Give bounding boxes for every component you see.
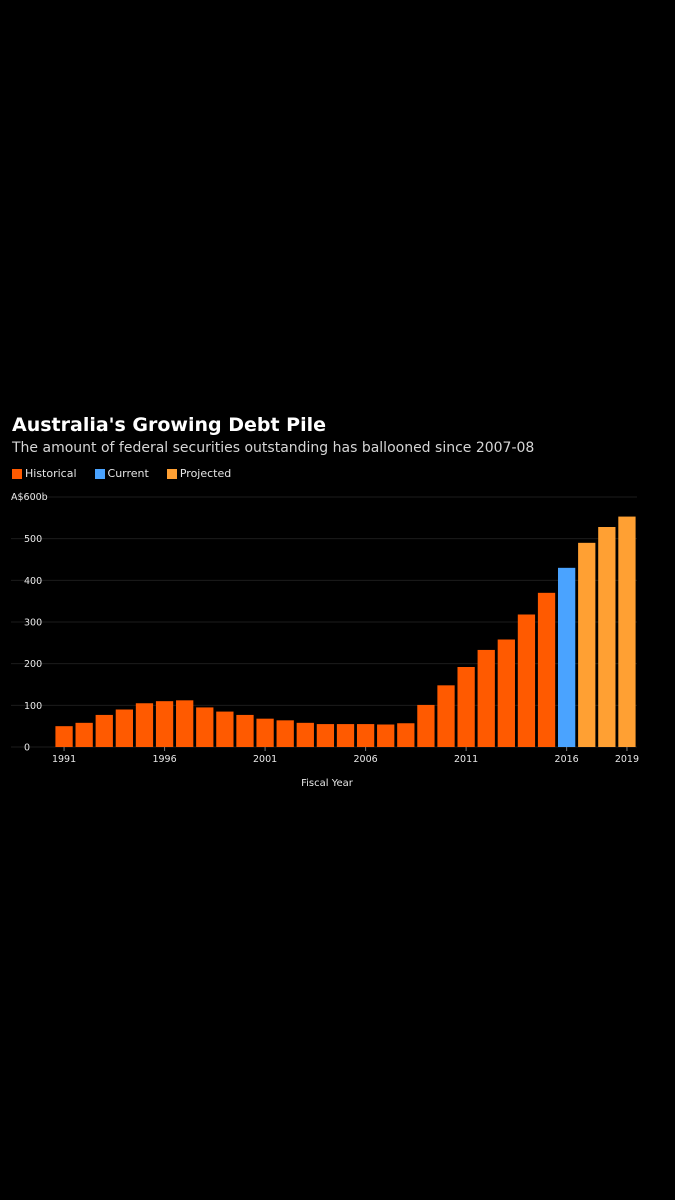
legend-swatch-historical (12, 468, 22, 479)
legend-item-current: Current (94, 467, 149, 480)
x-tick-label: 2006 (354, 754, 378, 765)
bar-2008 (397, 723, 415, 747)
bar-2007 (377, 724, 395, 747)
legend-swatch-projected (166, 468, 177, 479)
bar-1997 (176, 700, 194, 747)
legend-label-projected: Projected (179, 467, 232, 480)
legend: Historical Current Projected (12, 467, 231, 480)
bar-2004 (316, 724, 335, 747)
bar-2002 (276, 720, 294, 747)
chart-subtitle: The amount of federal securities outstan… (12, 440, 535, 456)
bar-1999 (216, 711, 234, 747)
bar-2012 (477, 649, 495, 747)
bar-2010 (437, 685, 455, 747)
chart-title: Australia's Growing Debt Pile (12, 414, 327, 436)
y-tick-label: 100 (24, 701, 42, 712)
bar-2001 (256, 718, 274, 747)
y-tick-label: 400 (24, 576, 42, 587)
x-tick-label: 2016 (555, 754, 579, 765)
bar-2003 (296, 722, 314, 747)
x-tick-label: 2011 (454, 754, 478, 765)
legend-label-current: Current (107, 467, 149, 480)
bar-1995 (135, 703, 154, 747)
bar-2018 (598, 527, 616, 747)
bar-2006 (356, 724, 375, 747)
x-tick-label: 1991 (52, 754, 76, 765)
tick-labels: 0 100 200 300 400 500 1991 1996 2001 2006 2011 2016… (24, 534, 639, 765)
bar-2016 (557, 567, 576, 747)
bar-1994 (115, 709, 134, 747)
y-tick-label: 300 (24, 618, 42, 629)
y-tick-label: 500 (24, 534, 42, 545)
gridlines (11, 496, 637, 748)
y-axis-unit-label: A$600b (11, 492, 48, 503)
legend-swatch-current (94, 468, 105, 479)
x-tick-label: 1996 (152, 754, 176, 765)
bar-chart: 0 100 200 300 400 500 1991 1996 2001 2006 2011 2016… (11, 492, 639, 789)
bar-2000 (236, 714, 254, 747)
bar-2009 (417, 704, 435, 747)
bar-2005 (336, 724, 355, 747)
bar-2015 (537, 592, 556, 747)
bar-2014 (517, 614, 536, 747)
bar-1998 (196, 707, 214, 747)
legend-item-projected: Projected (166, 467, 232, 480)
bar-1991 (55, 726, 73, 747)
bar-2011 (457, 667, 475, 747)
x-tick-label: 2019 (615, 754, 639, 765)
legend-item-historical: Historical (12, 467, 77, 480)
x-axis-label: Fiscal Year (301, 778, 354, 789)
legend-label-historical: Historical (25, 467, 77, 480)
y-tick-label: 200 (24, 659, 42, 670)
bar-1996 (155, 701, 174, 747)
bar-2019 (618, 516, 636, 747)
bar-2013 (497, 639, 515, 747)
bar-2017 (578, 542, 596, 747)
bars (55, 516, 636, 747)
y-tick-label: 0 (24, 743, 30, 754)
bar-1993 (95, 714, 113, 747)
x-tick-label: 2001 (253, 754, 277, 765)
bar-1992 (75, 722, 93, 747)
